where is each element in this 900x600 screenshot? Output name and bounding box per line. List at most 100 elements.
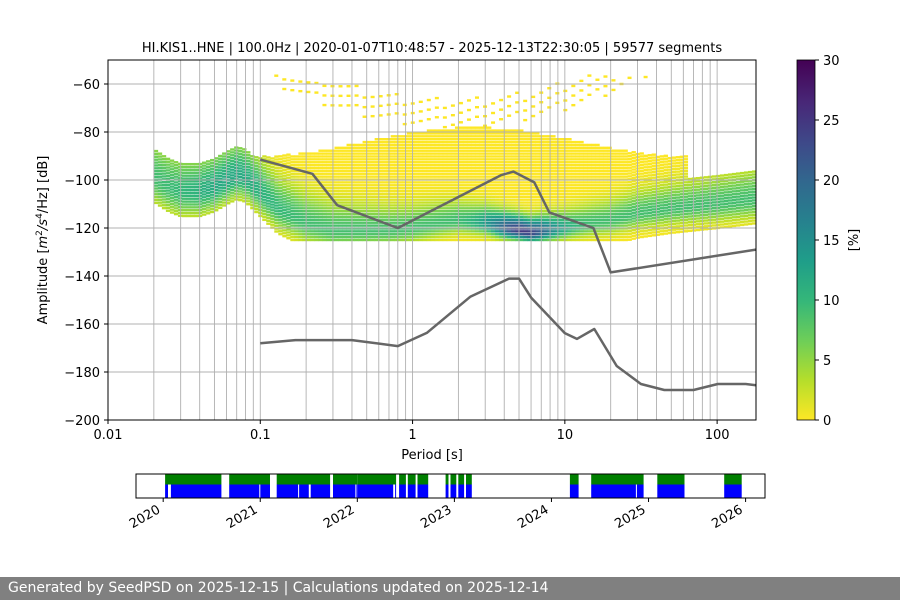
heatmap-cell	[266, 205, 271, 208]
heatmap-cell	[659, 221, 664, 224]
heatmap-cell	[430, 230, 436, 233]
heatmap-cell	[591, 207, 596, 210]
heatmap-cell	[579, 238, 584, 242]
heatmap-cell	[491, 227, 496, 230]
heatmap-cell	[727, 187, 733, 191]
heatmap-cell	[338, 201, 343, 204]
heatmap-cell	[322, 224, 327, 227]
heatmap-cell	[515, 155, 520, 158]
heatmap-cell	[499, 184, 504, 187]
heatmap-cell	[615, 238, 620, 242]
heatmap-cell	[747, 211, 753, 214]
heatmap-cell	[438, 221, 444, 224]
heatmap-cell	[454, 166, 460, 170]
heatmap-cell	[479, 195, 484, 198]
heatmap-cell	[290, 204, 295, 207]
heatmap-cell	[318, 198, 323, 201]
heatmap-cell	[727, 190, 733, 194]
heatmap-cell	[519, 155, 524, 158]
heatmap-cell	[559, 204, 564, 207]
heatmap-cell	[266, 159, 271, 162]
heatmap-cell	[418, 146, 424, 150]
heatmap-cell	[350, 218, 355, 222]
heatmap-cell	[743, 174, 749, 177]
heatmap-cell	[595, 201, 600, 204]
heatmap-cell	[703, 181, 709, 185]
heatmap-cell	[462, 184, 468, 187]
heatmap-cell	[454, 140, 460, 144]
heatmap-cell	[591, 192, 596, 196]
heatmap-cell	[631, 174, 636, 177]
data-availability-chart: 2020 2021 2022 2023 2024 2025 2026	[127, 473, 766, 532]
heatmap-cell	[575, 233, 580, 236]
heatmap-cell	[426, 155, 432, 158]
heatmap-cell	[394, 224, 400, 227]
heatmap-cell	[619, 212, 624, 216]
heatmap-cell	[350, 207, 355, 210]
heatmap-cell	[675, 173, 681, 176]
heatmap-cell	[370, 169, 375, 173]
heatmap-cell	[531, 212, 536, 216]
heatmap-cell	[378, 184, 383, 187]
heatmap-cell	[454, 149, 460, 152]
heatmap-cell	[350, 227, 355, 230]
heatmap-cell	[547, 192, 552, 196]
heatmap-cell	[402, 103, 407, 107]
heatmap-cell	[599, 152, 604, 155]
heatmap-cell	[394, 149, 400, 152]
heatmap-cell	[426, 186, 432, 190]
heatmap-cell	[595, 184, 600, 187]
heatmap-cell	[189, 180, 195, 183]
heatmap-cell	[302, 166, 307, 170]
heatmap-cell	[210, 176, 215, 179]
heatmap-cell	[687, 203, 693, 207]
heatmap-cell	[310, 163, 315, 167]
heatmap-cell	[165, 209, 171, 212]
heatmap-cell	[499, 118, 504, 121]
x-tick-label: 10	[557, 428, 574, 443]
heatmap-cell	[703, 176, 709, 179]
heatmap-cell	[290, 155, 295, 158]
heatmap-cell	[374, 172, 379, 175]
heatmap-cell	[278, 207, 283, 210]
heatmap-cell	[322, 235, 327, 239]
heatmap-cell	[515, 195, 520, 198]
heatmap-cell	[226, 158, 231, 162]
heatmap-cell	[210, 193, 215, 196]
heatmap-cell	[322, 227, 327, 230]
heatmap-cell	[314, 224, 319, 227]
heatmap-cell	[250, 166, 255, 169]
heatmap-cell	[398, 181, 404, 184]
heatmap-cell	[587, 212, 592, 216]
heatmap-cell	[286, 216, 291, 220]
heatmap-cell	[715, 220, 721, 224]
heatmap-cell	[470, 210, 476, 213]
y-tick-label: −140	[64, 270, 100, 285]
heatmap-cell	[185, 209, 191, 212]
heatmap-cell	[238, 184, 243, 187]
heatmap-cell	[687, 209, 693, 212]
heatmap-cell	[470, 192, 476, 196]
heatmap-cell	[675, 213, 681, 217]
heatmap-cell	[723, 179, 729, 183]
heatmap-cell	[619, 175, 624, 178]
heatmap-cell	[185, 206, 191, 209]
heatmap-cell	[442, 189, 448, 193]
heatmap-cell	[723, 191, 729, 194]
heatmap-cell	[342, 163, 347, 167]
heatmap-cell	[422, 178, 428, 181]
heatmap-cell	[414, 235, 420, 239]
heatmap-cell	[687, 177, 693, 181]
heatmap-cell	[286, 222, 291, 225]
heatmap-cell	[374, 175, 379, 178]
heatmap-cell	[474, 96, 479, 99]
heatmap-cell	[591, 149, 596, 152]
heatmap-cell	[543, 238, 548, 242]
heatmap-cell	[607, 224, 612, 227]
heatmap-cell	[511, 218, 516, 222]
heatmap-cell	[434, 235, 440, 239]
heatmap-cell	[499, 189, 504, 193]
heatmap-cell	[198, 214, 203, 218]
heatmap-cell	[543, 230, 548, 233]
heatmap-cell	[390, 198, 395, 201]
